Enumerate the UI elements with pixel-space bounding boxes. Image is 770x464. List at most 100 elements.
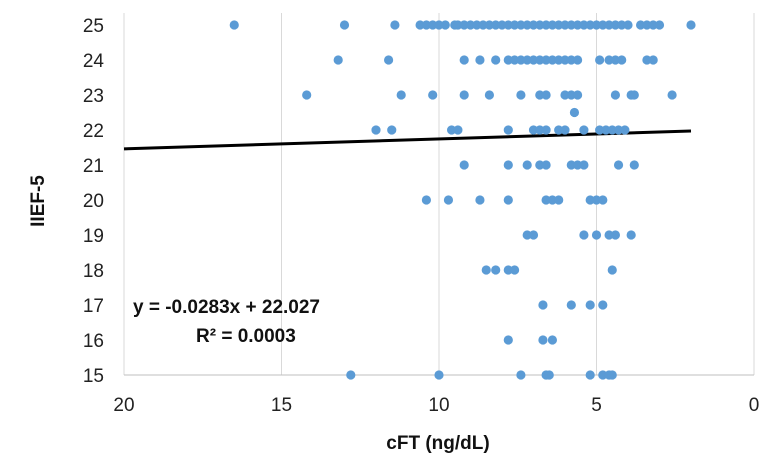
data-point	[346, 370, 356, 380]
y-tick-label: 20	[83, 191, 104, 212]
data-point	[648, 55, 658, 65]
data-point	[339, 20, 350, 30]
data-point	[535, 160, 545, 170]
data-point	[535, 90, 545, 100]
data-point	[566, 300, 576, 310]
data-point	[538, 300, 548, 310]
data-point	[528, 55, 539, 65]
y-tick-label: 18	[83, 261, 104, 282]
data-points	[229, 20, 696, 380]
data-point	[390, 20, 400, 30]
data-point	[541, 195, 551, 205]
data-point	[642, 20, 652, 30]
data-point	[516, 370, 526, 380]
data-point	[541, 20, 551, 30]
data-point	[522, 230, 532, 240]
data-point	[503, 125, 513, 135]
data-point	[607, 265, 617, 275]
r-squared-label: R² = 0.0003	[196, 326, 296, 347]
data-point	[585, 300, 595, 310]
data-point	[607, 125, 617, 135]
data-point	[585, 195, 595, 205]
data-point	[626, 230, 636, 240]
data-point	[484, 90, 494, 100]
data-point	[573, 20, 583, 30]
data-point	[421, 20, 431, 30]
data-point	[573, 160, 583, 170]
data-point	[333, 55, 343, 65]
data-point	[566, 160, 576, 170]
data-point	[509, 265, 520, 275]
data-point	[528, 20, 539, 30]
data-point	[503, 335, 513, 345]
data-point	[541, 160, 551, 170]
data-point	[459, 160, 469, 170]
data-point	[654, 20, 665, 30]
data-point	[428, 20, 438, 30]
data-point	[573, 90, 583, 100]
data-point	[610, 230, 621, 240]
x-tick-label: 15	[271, 395, 292, 416]
data-point	[607, 370, 617, 380]
data-point	[465, 20, 476, 30]
data-point	[535, 125, 545, 135]
data-point	[535, 55, 545, 65]
data-point	[503, 55, 513, 65]
data-point	[573, 55, 583, 65]
data-point	[579, 160, 589, 170]
data-point	[598, 300, 608, 310]
data-point	[491, 265, 501, 275]
x-tick-label: 0	[749, 395, 760, 416]
data-point	[528, 125, 539, 135]
y-tick-label: 16	[83, 331, 104, 352]
trendline	[123, 129, 692, 151]
data-point	[481, 265, 491, 275]
data-point	[541, 90, 551, 100]
data-point	[547, 55, 558, 65]
data-point	[503, 195, 513, 205]
data-point	[579, 125, 589, 135]
data-point	[617, 20, 627, 30]
data-point	[371, 125, 381, 135]
data-point	[421, 195, 431, 205]
data-point	[610, 55, 621, 65]
data-point	[560, 90, 570, 100]
data-point	[447, 125, 457, 135]
data-point	[453, 125, 463, 135]
y-axis-title: IIEF-5	[28, 175, 49, 227]
data-point	[623, 20, 633, 30]
data-point	[497, 20, 507, 30]
data-point	[595, 55, 605, 65]
y-tick-label: 21	[83, 156, 104, 177]
data-point	[585, 370, 595, 380]
gridlines	[123, 13, 755, 375]
data-point	[522, 160, 532, 170]
data-point	[636, 20, 646, 30]
data-point	[503, 20, 513, 30]
data-point	[516, 20, 526, 30]
data-point	[598, 195, 608, 205]
data-point	[541, 55, 551, 65]
data-point	[591, 195, 602, 205]
data-point	[620, 125, 630, 135]
data-point	[617, 55, 627, 65]
data-point	[459, 90, 469, 100]
y-tick-label: 25	[83, 16, 104, 37]
data-point	[604, 20, 614, 30]
data-point	[516, 55, 526, 65]
data-point	[613, 125, 624, 135]
data-point	[610, 20, 621, 30]
data-point	[629, 160, 639, 170]
data-point	[613, 160, 624, 170]
y-tick-label: 17	[83, 296, 104, 317]
data-point	[610, 90, 621, 100]
data-point	[516, 90, 526, 100]
trendline-equation: y = -0.0283x + 22.027	[133, 297, 320, 318]
data-point	[428, 90, 438, 100]
x-tick-label: 10	[428, 395, 449, 416]
tick-labels: 20 15 10 5 0 15 16 17 18 19 20 21 22 23 24 25	[83, 16, 759, 416]
data-point	[547, 335, 558, 345]
data-point	[396, 90, 406, 100]
data-point	[591, 20, 602, 30]
